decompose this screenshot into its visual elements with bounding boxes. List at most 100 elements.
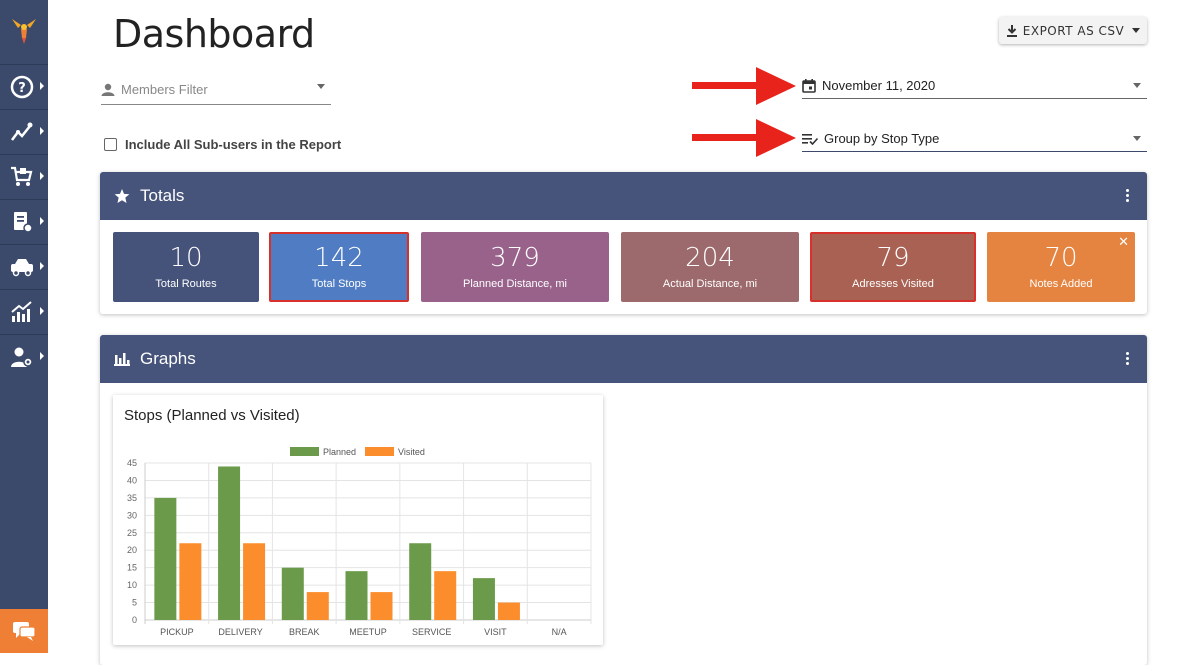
annotation-arrow-icon: [692, 67, 796, 105]
chat-button[interactable]: [0, 609, 48, 653]
card-label: Total Routes: [155, 278, 217, 290]
bar-planned: [154, 497, 177, 620]
bar-planned: [409, 543, 432, 620]
stops-bar-chart: 0 5 10 15 20 25 30 35 40 45 PICKUP DELIVERY BREAK MEE…: [127, 447, 592, 637]
include-subusers-checkbox[interactable]: Include All Sub-users in the Report: [104, 137, 341, 152]
close-icon[interactable]: ✕: [1118, 234, 1129, 249]
card-label: Notes Added: [1029, 278, 1093, 290]
sidebar-item-analytics[interactable]: [0, 290, 48, 334]
y-tick-label: 35: [127, 493, 137, 503]
total-routes-card[interactable]: 10 Total Routes: [113, 232, 259, 302]
export-csv-label: EXPORT AS CSV: [1022, 23, 1125, 38]
documents-icon: [14, 212, 33, 233]
card-value: 10: [169, 243, 203, 273]
star-icon: [114, 189, 130, 203]
help-icon: ?: [10, 75, 34, 99]
sidebar-item-routes[interactable]: [0, 110, 48, 154]
bar-planned: [472, 578, 495, 620]
graphs-panel: Graphs Stops (Planned vs Visited) 0 5 10 15…: [100, 335, 1147, 665]
x-tick-label: N/A: [552, 627, 567, 637]
graphs-title: Graphs: [140, 349, 196, 368]
more-vert-icon[interactable]: [1126, 352, 1129, 365]
vehicles-icon: [11, 259, 33, 277]
legend-swatch: [365, 447, 394, 456]
totals-title: Totals: [140, 186, 185, 205]
card-value: 70: [1044, 243, 1078, 273]
legend-label: Visited: [398, 447, 425, 457]
group-by-value: Group by Stop Type: [824, 131, 940, 146]
sidebar-item-orders[interactable]: [0, 155, 48, 199]
x-tick-label: MEETUP: [349, 627, 387, 637]
group-by-select[interactable]: Group by Stop Type: [802, 126, 1147, 152]
card-label: Total Stops: [311, 278, 367, 290]
bar-visited: [434, 571, 457, 620]
card-value: 79: [876, 243, 910, 273]
actual-distance-card[interactable]: 204 Actual Distance, mi: [621, 232, 799, 302]
card-value: 142: [314, 243, 364, 273]
bar-visited: [179, 543, 202, 620]
bar-visited: [370, 592, 393, 620]
x-tick-label: DELIVERY: [218, 627, 262, 637]
graphs-header: Graphs: [100, 335, 1147, 383]
total-stops-card[interactable]: 142 Total Stops: [269, 232, 409, 302]
logo-icon: [12, 19, 36, 44]
card-label: Adresses Visited: [852, 278, 934, 290]
y-tick-label: 0: [132, 615, 137, 625]
members-filter-placeholder: Members Filter: [121, 82, 208, 97]
totals-header: Totals: [100, 172, 1147, 220]
bar-visited: [243, 543, 266, 620]
calendar-icon: [802, 78, 816, 93]
legend-label: Planned: [323, 447, 356, 457]
y-tick-label: 20: [127, 545, 137, 555]
bar-planned: [218, 466, 241, 620]
y-tick-label: 40: [127, 475, 137, 485]
y-tick-label: 45: [127, 458, 137, 468]
sort-list-icon: [802, 133, 818, 145]
app-logo[interactable]: [0, 0, 48, 62]
planned-distance-card[interactable]: 379 Planned Distance, mi: [421, 232, 609, 302]
x-tick-label: SERVICE: [412, 627, 451, 637]
y-tick-label: 30: [127, 510, 137, 520]
y-tick-label: 5: [132, 598, 137, 608]
export-csv-button[interactable]: EXPORT AS CSV: [999, 17, 1147, 44]
bar-visited: [497, 602, 520, 620]
chat-icon: [13, 622, 36, 641]
person-icon: [101, 83, 115, 96]
annotation-arrow-icon: [692, 119, 796, 157]
members-filter-select[interactable]: Members Filter: [101, 75, 331, 105]
sidebar-item-help[interactable]: ?: [0, 65, 48, 109]
y-tick-label: 10: [127, 580, 137, 590]
totals-panel: Totals 10 Total Routes 142 Total Stops 3…: [100, 172, 1147, 314]
bar-chart-icon: [114, 353, 130, 366]
include-subusers-label: Include All Sub-users in the Report: [125, 137, 342, 152]
chart-title: Stops (Planned vs Visited): [124, 407, 300, 424]
routes-icon: [11, 122, 33, 141]
x-tick-label: BREAK: [289, 627, 320, 637]
y-tick-label: 25: [127, 528, 137, 538]
addresses-visited-card[interactable]: 79 Adresses Visited: [810, 232, 976, 302]
sidebar-item-user-settings[interactable]: [0, 335, 48, 379]
chevron-down-icon: [1133, 83, 1141, 88]
cart-icon: [11, 166, 33, 186]
sidebar-item-documents[interactable]: [0, 200, 48, 244]
date-select[interactable]: November 11, 2020: [802, 73, 1147, 99]
card-label: Actual Distance, mi: [662, 278, 758, 290]
card-value: 204: [685, 243, 735, 273]
bar-planned: [281, 567, 304, 620]
analytics-icon: [11, 301, 32, 322]
checkbox-icon[interactable]: [104, 138, 117, 151]
chevron-down-icon: [1132, 28, 1141, 33]
sidebar: ?: [0, 0, 48, 653]
bar-visited: [306, 592, 329, 620]
sidebar-item-vehicles[interactable]: [0, 245, 48, 289]
bar-planned: [345, 571, 368, 620]
more-vert-icon[interactable]: [1126, 189, 1129, 202]
notes-added-card[interactable]: ✕ 70 Notes Added: [987, 232, 1135, 302]
x-tick-label: PICKUP: [160, 627, 194, 637]
date-value: November 11, 2020: [822, 78, 936, 93]
chevron-down-icon: [1133, 136, 1141, 141]
download-icon: [1006, 25, 1017, 37]
svg-text:?: ?: [18, 81, 26, 96]
y-tick-label: 15: [127, 563, 137, 573]
x-tick-label: VISIT: [484, 627, 507, 637]
